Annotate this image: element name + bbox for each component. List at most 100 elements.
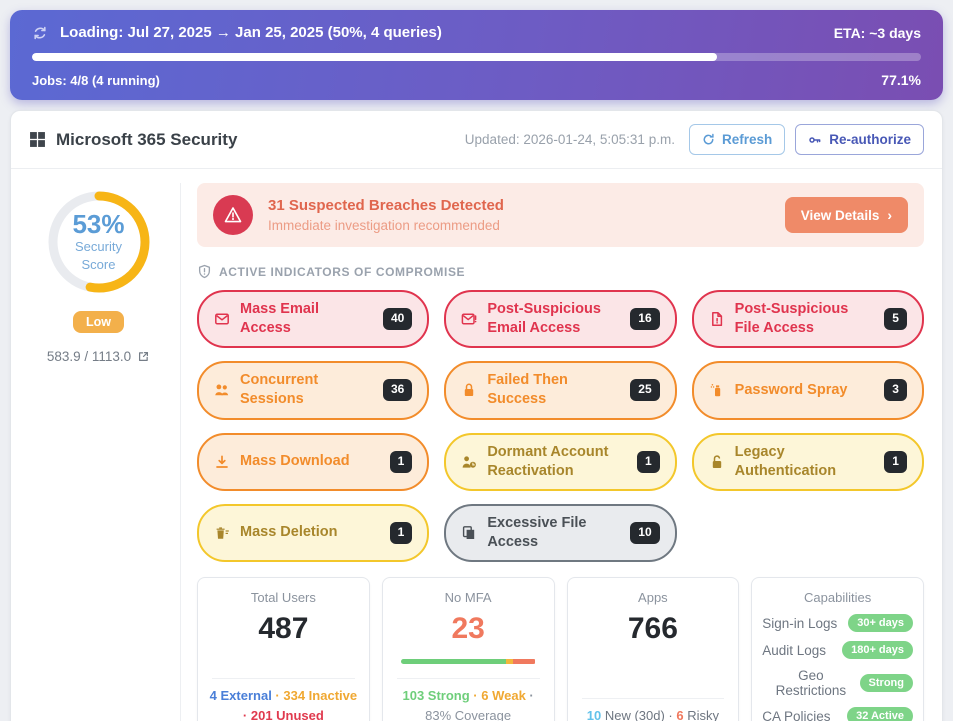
ioc-failed-then-success[interactable]: Failed Then Success 25 [444,361,677,420]
key-icon [808,133,822,147]
alert-title: 31 Suspected Breaches Detected [268,197,504,214]
reauthorize-button[interactable]: Re-authorize [795,124,924,155]
view-details-button[interactable]: View Details › [784,197,908,233]
ioc-excessive-file-access[interactable]: Excessive File Access 10 [444,503,677,562]
refresh-button-label: Refresh [721,132,773,147]
pill-count-badge: 1 [389,450,413,473]
ioc-mass-download[interactable]: Mass Download 1 [197,432,430,491]
mail-icon [214,311,230,327]
ioc-legacy-authentication[interactable]: Legacy Authentication 1 [691,432,924,491]
score-arc [48,191,149,293]
ioc-password-spray[interactable]: Password Spray 3 [691,361,924,420]
pill-count-badge: 16 [630,308,660,331]
inactive-users-stat: 334 Inactive [283,688,358,703]
last-updated-text: Updated: 2026-01-24, 5:05:31 p.m. [464,132,675,147]
page-title: Microsoft 365 Security [56,129,238,149]
loading-banner: Loading: Jul 27, 2025 → Jan 25, 2025 (50… [10,10,943,100]
pill-count-badge: 1 [389,521,413,544]
apps-footer: 10 New (30d) · 6 Risky [586,707,719,721]
pill-count-badge: 36 [382,379,413,402]
pill-count-badge: 3 [884,379,907,402]
pill-label: Password Spray [734,381,848,398]
pill-label: Mass Email Access [240,301,319,337]
pill-label: Failed Then Success [487,372,568,408]
chevron-right-icon: › [887,207,892,223]
ioc-post-suspicious-email-access[interactable]: Post-Suspicious Email Access 16 [444,290,677,349]
pill-label: Post-Suspicious File Access [734,301,849,337]
spray-icon [709,382,725,398]
capability-row-signin-logs: Sign-in Logs 30+ days [762,614,913,632]
refresh-icon [702,133,715,146]
card-header: Microsoft 365 Security Updated: 2026-01-… [11,111,942,169]
ioc-post-suspicious-file-access[interactable]: Post-Suspicious File Access 5 [691,290,924,349]
total-users-label: Total Users [250,590,316,605]
apps-label: Apps [638,590,668,605]
summary-stats-row: Total Users 487 4 External · 334 Inactiv… [197,577,924,721]
pill-count-badge: 40 [382,308,413,331]
score-sub-1: Security [75,239,122,255]
breach-alert-banner: 31 Suspected Breaches Detected Immediate… [197,183,924,247]
no-mfa-label: No MFA [444,590,492,605]
no-mfa-footer: 103 Strong · 6 Weak · 83% Coverage [402,688,534,721]
capability-row-geo-restrictions: Geo Restrictions Strong [762,668,913,698]
pill-count-badge: 25 [630,379,660,402]
mail-alert-icon [461,311,477,327]
pill-count-badge: 1 [884,450,907,473]
pill-label: Concurrent Sessions [240,372,319,408]
ioc-mass-deletion[interactable]: Mass Deletion 1 [197,503,430,562]
refresh-button[interactable]: Refresh [688,124,786,155]
pill-label: Dormant Account Reactivation [487,443,609,479]
user-clock-icon [461,454,477,470]
warning-icon [213,195,253,235]
unused-users-stat: 201 Unused [250,707,324,721]
pill-label: Mass Deletion [240,524,338,541]
mfa-weak-stat: 6 Weak [481,688,526,703]
banner-progress-fill [32,52,718,61]
score-percent: 53% [72,208,125,239]
mfa-strong-segment [400,659,506,664]
pill-label: Legacy Authentication [734,443,837,479]
capability-row-audit-logs: Audit Logs 180+ days [762,641,913,659]
no-mfa-value: 23 [451,612,485,645]
sync-icon [32,25,48,41]
external-users-stat: 4 External [209,688,272,703]
shield-alert-icon [197,264,212,279]
score-detail-text: 583.9 / 1113.0 [46,349,132,364]
apps-card: Apps 766 10 New (30d) · 6 Risky [566,577,740,721]
mfa-strong-stat: 103 Strong [402,688,470,703]
ioc-dormant-account-reactivation[interactable]: Dormant Account Reactivation 1 [444,432,677,491]
security-score-gauge: 53% Security Score [46,189,152,295]
unlock-icon [709,454,725,470]
alert-subtitle: Immediate investigation recommended [268,218,500,233]
capability-badge: 32 Active [847,707,913,721]
ioc-section-title: ACTIVE INDICATORS OF COMPROMISE [219,264,466,279]
ioc-concurrent-sessions[interactable]: Concurrent Sessions 36 [197,361,430,420]
security-score-panel: 53% Security Score Low 583.9 / 1113.0 [29,183,181,721]
download-icon [214,454,230,470]
progress-percent-text: 77.1% [881,72,921,88]
apps-new-count: 10 [586,707,602,721]
capability-badge: Strong [859,674,913,692]
users-icon [214,382,230,398]
ioc-section-header: ACTIVE INDICATORS OF COMPROMISE [197,264,924,279]
pill-count-badge: 1 [636,450,660,473]
score-level-badge: Low [73,311,124,333]
capabilities-card: Capabilities Sign-in Logs 30+ days Audit… [751,577,924,721]
jobs-text: Jobs: 4/8 (4 running) [32,72,160,88]
mfa-weak-segment [505,659,513,664]
mfa-strength-bar [400,659,536,664]
lock-icon [461,382,477,398]
total-users-footer: 4 External · 334 Inactive · 201 Unused [209,688,358,721]
external-link-icon[interactable] [137,350,150,363]
eta-text: ETA: ~3 days [833,24,921,41]
pill-label: Mass Download [240,453,350,470]
mfa-coverage-stat: 83% Coverage [425,707,512,721]
ioc-mass-email-access[interactable]: Mass Email Access 40 [197,290,430,349]
capability-badge: 30+ days [848,614,913,632]
pill-label: Post-Suspicious Email Access [487,301,601,337]
reauthorize-button-label: Re-authorize [829,132,911,147]
apps-value: 766 [627,612,678,645]
mfa-none-segment [512,659,536,664]
pill-label: Excessive File Access [487,514,587,550]
score-sub-2: Score [81,256,116,272]
